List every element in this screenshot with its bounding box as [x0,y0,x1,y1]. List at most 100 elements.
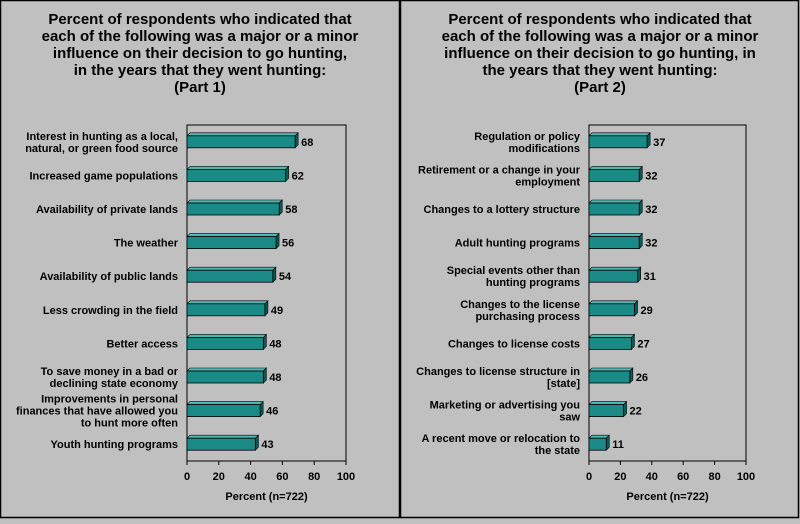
chart-1-value-label: 46 [266,406,278,418]
chart-1-title-line: influence on their decision to go huntin… [53,45,347,62]
chart-1-bar [186,168,286,182]
chart-1-bar-top [186,266,277,271]
chart-2-value-label: 29 [641,305,653,317]
chart-1-value-label: 56 [282,238,294,250]
chart-2-category-label: Regulation or policy [474,131,581,143]
chart-2-bar-side [638,165,643,183]
chart-2-title-line: the years that they went hunting: [482,62,717,79]
chart-1-category-label: Increased game populations [29,170,178,182]
chart-2-bar-side [631,333,635,351]
chart-2-value-label: 32 [645,238,657,250]
chart-2-bar-top [588,334,636,338]
chart-1-bar-top [186,401,264,405]
chart-2-category-label: saw [559,412,580,424]
chart-1-bar-top [186,367,268,372]
chart-1-bar [186,370,264,384]
chart-1-bar [186,404,261,418]
chart-2-title-line: Percent of respondents who indicated tha… [448,11,751,28]
chart-1-x-tick-label: 100 [337,471,355,483]
chart-2-value-label: 26 [636,372,648,384]
chart-1-value-label: 58 [285,204,297,216]
chart-2-x-tick-label: 0 [586,471,592,483]
chart-1-x-tick-label: 60 [276,471,288,483]
chart-1-bar [186,336,264,350]
chart-2-bar-side [629,367,634,384]
chart-2-title-line: influence on their decision to go huntin… [444,45,756,62]
chart-1-bar-side [263,333,267,351]
chart-2-category-label: modifications [508,143,580,155]
chart-2-category-label: Changes to a lottery structure [424,204,580,216]
chart-2-bar-side [646,132,651,149]
chart-1-bar-top [186,233,280,237]
chart-1-bar-top [186,434,260,439]
chart-1-bar [186,269,274,283]
chart-1-bar-side [275,232,280,250]
chart-2-x-tick-label: 60 [677,471,689,483]
chart-1-bar-top [186,334,268,338]
chart-2-bar [588,437,607,451]
chart-2-x-axis-title: Percent (n=722) [626,491,709,503]
chart-2-category-label: Retirement or a change in your [418,164,581,176]
chart-1-bar [186,437,256,451]
chart-1-bar-top [186,300,269,305]
chart-1-value-label: 68 [301,137,313,149]
chart-1-category-label: natural, or green food source [25,143,178,155]
chart-2-category-label: the state [535,445,580,457]
chart-1-title-line: each of the following was a major or a m… [42,28,359,45]
chart-2-category-label: Adult hunting programs [455,238,580,250]
chart-1-bar [186,236,277,250]
chart-1-value-label: 54 [279,271,292,283]
chart-1-title-line: (Part 1) [174,79,226,96]
chart-1-bar [186,303,266,317]
chart-2-bar-side [638,199,643,216]
chart-2-bar [588,202,640,216]
chart-2-bar [588,269,639,283]
chart-1-bar-top [186,199,283,204]
chart-2-bar-top [588,401,628,405]
chart-1-category-label: finances that have allowed you [16,406,178,418]
chart-1-category-label: To save money in a bad or [41,366,179,378]
chart-2-category-label: Special events other than [447,265,581,277]
chart-1-value-label: 62 [292,170,304,182]
chart-1-category-label: Interest in hunting as a local, [26,131,178,143]
chart-2-category-label: purchasing process [475,311,580,323]
chart-2-value-label: 37 [653,137,665,149]
chart-2-bar [588,236,640,250]
chart-1-bar-top [186,132,299,137]
chart-2-bar-side [638,232,643,250]
chart-2-value-label: 27 [637,338,649,350]
chart-2-category-label: Marketing or advertising you [430,400,580,412]
chart-2-bar-top [588,233,643,237]
chart-2-category-label: employment [515,176,580,188]
chart-2-value-label: 22 [630,406,642,418]
chart-2-bar [588,404,624,418]
chart-2-x-tick-label: 40 [646,471,658,483]
chart-2-bar-side [605,434,610,451]
chart-1-category-label: Better access [106,338,178,350]
chart-2-bar-top [588,199,643,204]
chart-2-title-line: each of the following was a major or a m… [442,28,759,45]
chart-2-bar-side [623,400,627,418]
chart-1-category-label: Improvements in personal [41,394,178,406]
chart-2-bar [588,370,631,384]
chart-2-value-label: 11 [612,439,624,451]
chart-2-bar-top [588,434,610,439]
chart-1-x-tick-label: 80 [308,471,320,483]
chart-2-x-tick-label: 20 [614,471,626,483]
chart-2-value-label: 32 [645,204,657,216]
chart-2-category-label: hunting programs [486,277,580,289]
chart-1-bar-side [264,300,269,317]
chart-1-x-tick-label: 40 [244,471,256,483]
chart-1-bar [186,202,280,216]
chart-1-x-tick-label: 0 [184,471,190,483]
chart-1-category-label: Youth hunting programs [50,439,178,451]
chart-2-x-tick-label: 80 [708,471,720,483]
chart-2-bar-top [588,300,639,305]
chart-2-value-label: 31 [644,271,656,283]
chart-1-value-label: 48 [269,338,281,350]
chart-1-x-tick-label: 20 [213,471,225,483]
chart-1-category-label: Availability of public lands [40,271,178,283]
chart-1-value-label: 43 [261,439,273,451]
chart-1-bar-side [255,434,259,451]
